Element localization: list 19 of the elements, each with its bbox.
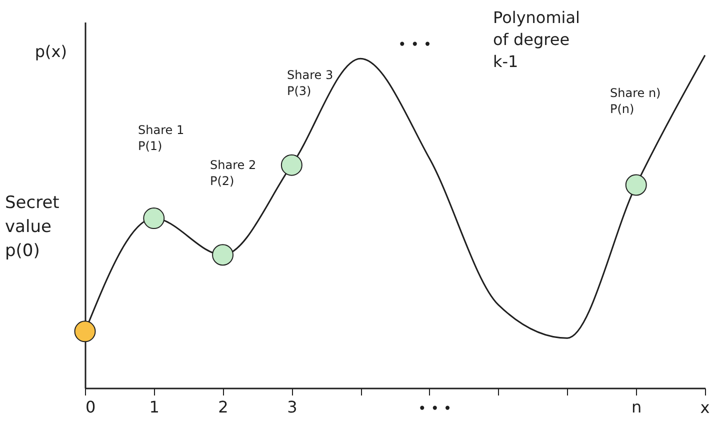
- point: [143, 208, 165, 230]
- x-tick-label: 0: [86, 398, 96, 416]
- text: Secret value p(0): [5, 193, 60, 261]
- x-axis-title: x: [700, 398, 710, 417]
- annotation: Share 3 P(3): [287, 68, 334, 98]
- annotation: Polynomial of degree k-1: [493, 8, 580, 71]
- annotation: Share n) P(n): [610, 86, 661, 116]
- point: [280, 154, 302, 176]
- x-tick-label: n: [632, 398, 642, 416]
- y-axis-title: p(x): [34, 42, 67, 61]
- text: • • •: [418, 401, 452, 417]
- annotation: Share 1 P(1): [138, 123, 184, 153]
- x-tick-label: 3: [287, 398, 298, 416]
- x-tick-label: 2: [218, 398, 228, 416]
- annotation: Share 2 P(2): [210, 158, 256, 188]
- x-tick-label: 1: [149, 398, 160, 416]
- point: [212, 244, 234, 266]
- point: [74, 320, 96, 342]
- text: • • •: [398, 37, 432, 53]
